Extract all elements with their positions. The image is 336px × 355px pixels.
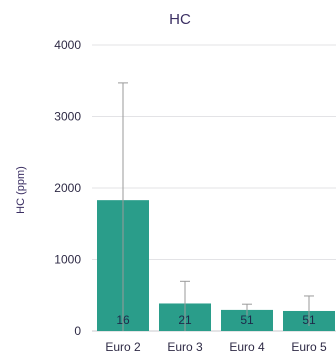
x-tick-label: Euro 2 (105, 340, 141, 354)
x-tick-label: Euro 5 (291, 340, 327, 354)
sample-count-label: 51 (240, 313, 254, 327)
error-bars (118, 82, 314, 331)
sample-count-labels: 16 21 51 51 (116, 313, 316, 327)
x-tick-label: Euro 4 (229, 340, 265, 354)
y-tick-label: 4000 (54, 38, 81, 52)
sample-count-label: 51 (302, 313, 316, 327)
y-tick-label: 1000 (54, 253, 81, 267)
bar (221, 309, 273, 331)
sample-count-label: 16 (116, 313, 130, 327)
chart-title: HC (169, 11, 191, 28)
y-tick-labels: 0 1000 2000 3000 4000 (54, 38, 81, 338)
y-tick-label: 3000 (54, 110, 81, 124)
bars (97, 200, 335, 331)
sample-count-label: 21 (178, 313, 192, 327)
x-tick-labels: Euro 2 Euro 3 Euro 4 Euro 5 (105, 340, 327, 354)
y-axis-label: HC (ppm) (15, 166, 27, 214)
y-tick-label: 2000 (54, 181, 81, 195)
y-tick-label: 0 (74, 324, 81, 338)
x-tick-label: Euro 3 (167, 340, 203, 354)
